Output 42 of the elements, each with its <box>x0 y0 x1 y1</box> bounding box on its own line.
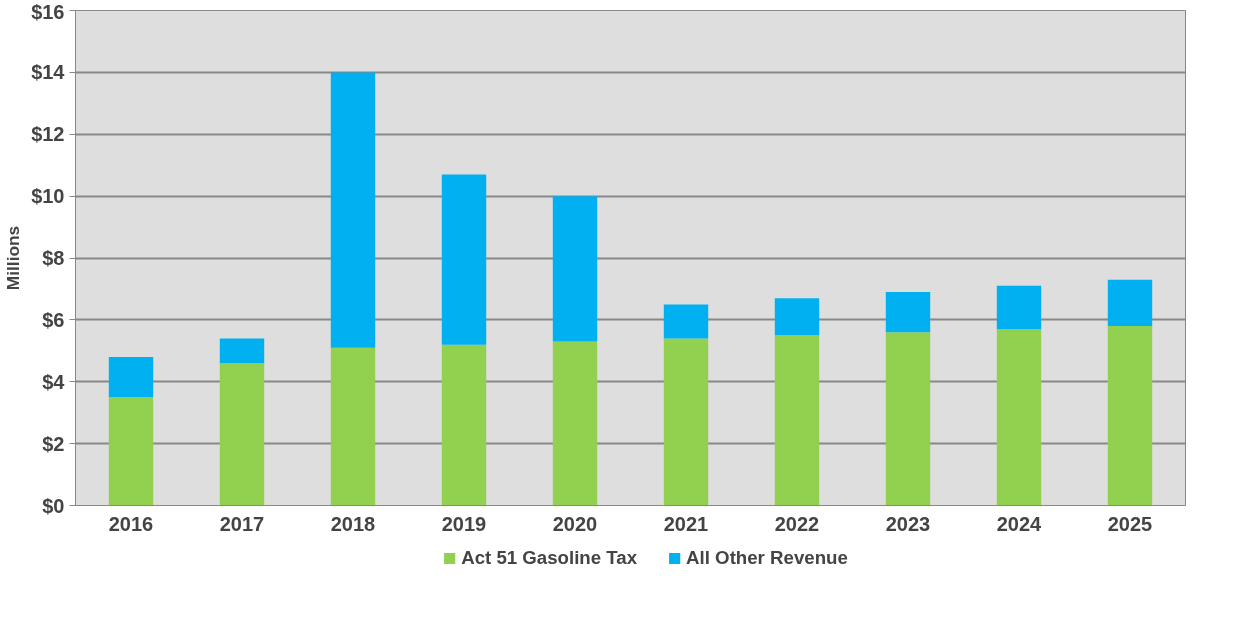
bar <box>441 174 487 345</box>
x-tick-label: 2019 <box>441 512 487 535</box>
legend-label: Act 51 Gasoline Tax <box>461 547 638 569</box>
x-tick-label: 2016 <box>108 512 154 535</box>
x-tick-label: 2024 <box>996 512 1043 535</box>
x-tick-label: 2020 <box>552 512 598 535</box>
y-tick-label: $14 <box>31 61 66 84</box>
y-tick-label: $2 <box>42 432 65 455</box>
bar <box>108 397 154 506</box>
bar <box>1107 326 1153 506</box>
x-tick-label: 2017 <box>219 512 265 535</box>
bar <box>219 338 265 364</box>
bar <box>441 344 487 506</box>
x-tick-label: 2018 <box>330 512 376 535</box>
y-tick-label: $16 <box>31 0 65 23</box>
y-tick-label: $8 <box>42 247 65 269</box>
bar <box>996 285 1042 330</box>
bar <box>774 335 820 506</box>
x-tick-label: 2021 <box>663 512 709 535</box>
bar <box>330 347 376 506</box>
x-tick-label: 2023 <box>885 512 931 535</box>
x-tick-label: 2022 <box>774 512 820 535</box>
bar <box>774 298 820 336</box>
y-tick-label: $12 <box>31 123 65 146</box>
y-axis-title: Millions <box>3 225 24 291</box>
x-tick-label: 2025 <box>1107 512 1153 535</box>
legend-label: All Other Revenue <box>686 547 848 569</box>
bar <box>108 357 154 398</box>
bar <box>330 72 376 348</box>
bar <box>219 363 265 506</box>
y-tick-label: $0 <box>42 494 65 517</box>
y-tick-label: $6 <box>42 308 65 331</box>
y-tick-label: $10 <box>31 185 65 208</box>
bar <box>885 332 931 506</box>
bar <box>552 341 598 506</box>
y-tick-label: $4 <box>42 370 66 393</box>
bar <box>663 304 709 339</box>
bar <box>885 292 931 333</box>
bar <box>1107 279 1153 327</box>
bar <box>663 338 709 506</box>
bar <box>552 196 598 342</box>
bar <box>996 329 1042 506</box>
